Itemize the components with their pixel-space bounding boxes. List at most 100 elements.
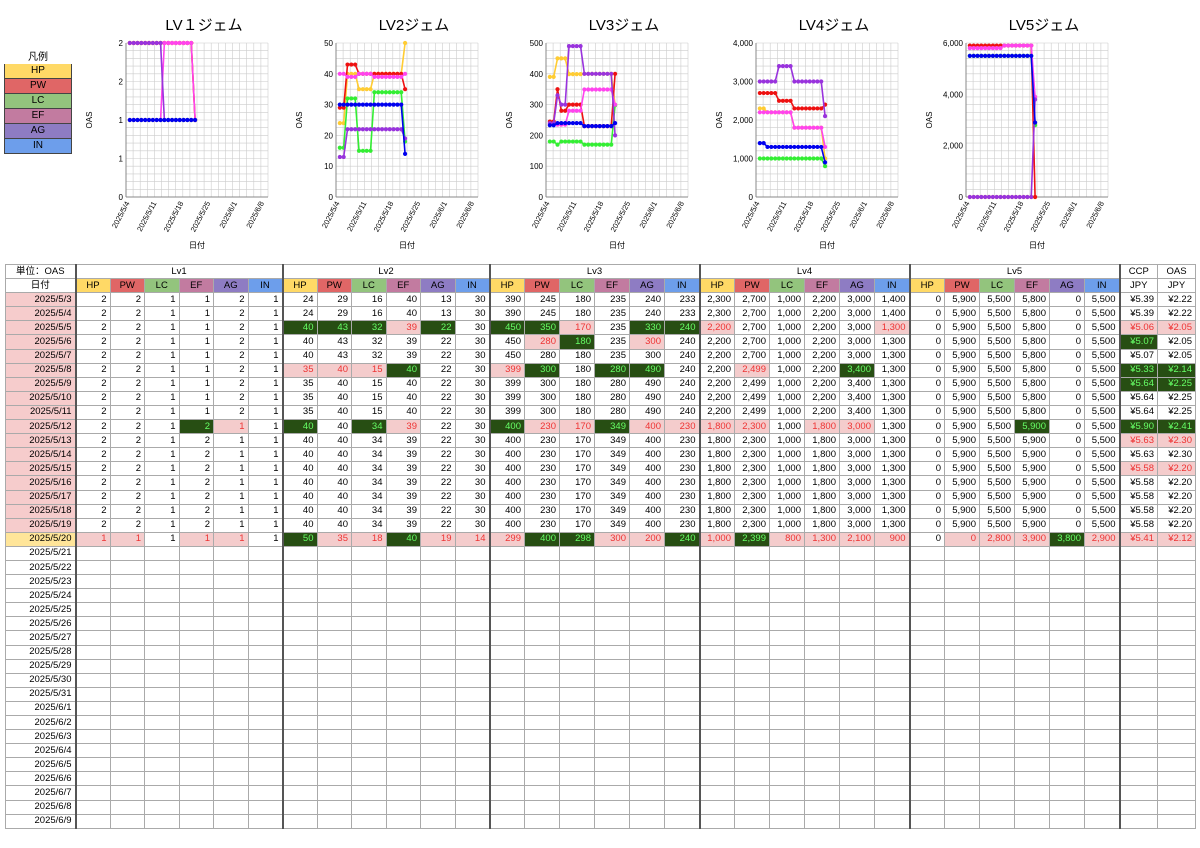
value-cell[interactable]: 0 bbox=[1049, 475, 1085, 491]
value-cell[interactable] bbox=[734, 545, 770, 561]
value-cell[interactable]: 2,200 bbox=[698, 404, 735, 421]
value-cell[interactable] bbox=[385, 785, 421, 801]
value-cell[interactable]: 3,000 bbox=[839, 348, 875, 364]
value-cell[interactable] bbox=[944, 658, 980, 674]
value-cell[interactable]: 240 bbox=[664, 334, 700, 350]
value-cell[interactable] bbox=[281, 771, 318, 787]
value-cell[interactable] bbox=[524, 574, 560, 590]
value-cell[interactable] bbox=[281, 813, 318, 829]
value-cell[interactable] bbox=[454, 644, 490, 660]
value-cell[interactable] bbox=[1084, 771, 1120, 787]
value-cell[interactable]: 2 bbox=[74, 362, 111, 378]
value-cell[interactable] bbox=[109, 616, 145, 632]
value-cell[interactable] bbox=[908, 799, 945, 815]
value-cell[interactable]: 0 bbox=[1049, 390, 1085, 406]
value-cell[interactable]: 16 bbox=[351, 292, 387, 308]
value-cell[interactable]: 1,800 bbox=[804, 419, 840, 435]
value-cell[interactable] bbox=[351, 672, 387, 688]
value-cell[interactable] bbox=[488, 602, 525, 618]
value-cell[interactable]: 2 bbox=[109, 404, 145, 421]
value-cell[interactable] bbox=[178, 644, 214, 660]
value-cell[interactable] bbox=[144, 616, 180, 632]
stat-header-in[interactable]: IN bbox=[454, 278, 490, 294]
value-cell[interactable] bbox=[524, 616, 560, 632]
price-cell[interactable] bbox=[1118, 545, 1158, 561]
value-cell[interactable] bbox=[144, 729, 180, 745]
value-cell[interactable]: 22 bbox=[420, 447, 456, 463]
value-cell[interactable] bbox=[629, 729, 665, 745]
value-cell[interactable]: 5,900 bbox=[1014, 489, 1050, 505]
value-cell[interactable] bbox=[74, 757, 111, 773]
value-cell[interactable]: 399 bbox=[488, 404, 525, 421]
value-cell[interactable] bbox=[908, 672, 945, 688]
price-cell[interactable] bbox=[1118, 559, 1158, 576]
value-cell[interactable]: 39 bbox=[385, 517, 421, 533]
value-cell[interactable] bbox=[351, 658, 387, 674]
value-cell[interactable] bbox=[979, 771, 1015, 787]
value-cell[interactable] bbox=[109, 658, 145, 674]
value-cell[interactable]: 1,400 bbox=[874, 306, 910, 322]
value-cell[interactable]: 34 bbox=[351, 461, 387, 477]
value-cell[interactable] bbox=[1014, 700, 1050, 717]
value-cell[interactable] bbox=[247, 588, 283, 604]
value-cell[interactable]: 32 bbox=[351, 334, 387, 350]
value-cell[interactable]: 400 bbox=[629, 503, 665, 519]
value-cell[interactable]: 40 bbox=[281, 517, 318, 533]
value-cell[interactable]: 5,500 bbox=[979, 517, 1015, 533]
value-cell[interactable] bbox=[559, 588, 595, 604]
value-cell[interactable] bbox=[629, 771, 665, 787]
value-cell[interactable]: 5,900 bbox=[944, 348, 980, 364]
value-cell[interactable]: 230 bbox=[664, 461, 700, 477]
value-cell[interactable] bbox=[594, 799, 630, 815]
stat-header-in[interactable]: IN bbox=[664, 278, 700, 294]
value-cell[interactable]: 2 bbox=[74, 376, 111, 392]
value-cell[interactable] bbox=[734, 602, 770, 618]
value-cell[interactable] bbox=[488, 799, 525, 815]
value-cell[interactable] bbox=[874, 658, 910, 674]
value-cell[interactable]: 1 bbox=[247, 348, 283, 364]
value-cell[interactable] bbox=[664, 616, 700, 632]
value-cell[interactable] bbox=[74, 785, 111, 801]
value-cell[interactable] bbox=[247, 545, 283, 561]
value-cell[interactable]: 2 bbox=[178, 419, 214, 435]
value-cell[interactable]: 3,000 bbox=[839, 447, 875, 463]
value-cell[interactable] bbox=[874, 630, 910, 646]
value-cell[interactable]: 230 bbox=[664, 433, 700, 449]
value-cell[interactable] bbox=[698, 644, 735, 660]
value-cell[interactable]: 40 bbox=[385, 404, 421, 421]
value-cell[interactable]: 230 bbox=[664, 489, 700, 505]
value-cell[interactable] bbox=[769, 630, 805, 646]
value-cell[interactable] bbox=[247, 799, 283, 815]
value-cell[interactable] bbox=[1084, 602, 1120, 618]
value-cell[interactable] bbox=[213, 658, 249, 674]
value-cell[interactable]: 40 bbox=[281, 503, 318, 519]
value-cell[interactable] bbox=[316, 757, 352, 773]
value-cell[interactable] bbox=[247, 630, 283, 646]
value-cell[interactable]: 29 bbox=[316, 292, 352, 308]
value-cell[interactable]: 170 bbox=[559, 433, 595, 449]
price-cell[interactable] bbox=[1157, 743, 1196, 759]
value-cell[interactable]: 40 bbox=[385, 390, 421, 406]
value-cell[interactable] bbox=[664, 799, 700, 815]
value-cell[interactable] bbox=[1014, 686, 1050, 702]
price-cell[interactable]: ¥5.63 bbox=[1118, 433, 1158, 449]
value-cell[interactable]: 40 bbox=[316, 404, 352, 421]
row-date[interactable]: 2025/5/7 bbox=[5, 348, 76, 364]
value-cell[interactable]: 5,500 bbox=[1084, 306, 1120, 322]
value-cell[interactable]: 280 bbox=[524, 334, 560, 350]
value-cell[interactable]: 1 bbox=[247, 419, 283, 435]
price-cell[interactable]: ¥5.90 bbox=[1118, 419, 1158, 435]
value-cell[interactable] bbox=[559, 743, 595, 759]
value-cell[interactable] bbox=[769, 658, 805, 674]
value-cell[interactable]: 5,900 bbox=[944, 292, 980, 308]
value-cell[interactable] bbox=[769, 574, 805, 590]
value-cell[interactable] bbox=[698, 714, 735, 731]
value-cell[interactable]: 5,900 bbox=[944, 376, 980, 392]
value-cell[interactable]: 22 bbox=[420, 348, 456, 364]
value-cell[interactable]: 230 bbox=[524, 489, 560, 505]
value-cell[interactable] bbox=[454, 672, 490, 688]
value-cell[interactable]: 2,100 bbox=[839, 531, 875, 547]
value-cell[interactable] bbox=[454, 813, 490, 829]
value-cell[interactable]: 5,900 bbox=[944, 320, 980, 336]
row-date[interactable]: 2025/5/16 bbox=[5, 475, 76, 491]
